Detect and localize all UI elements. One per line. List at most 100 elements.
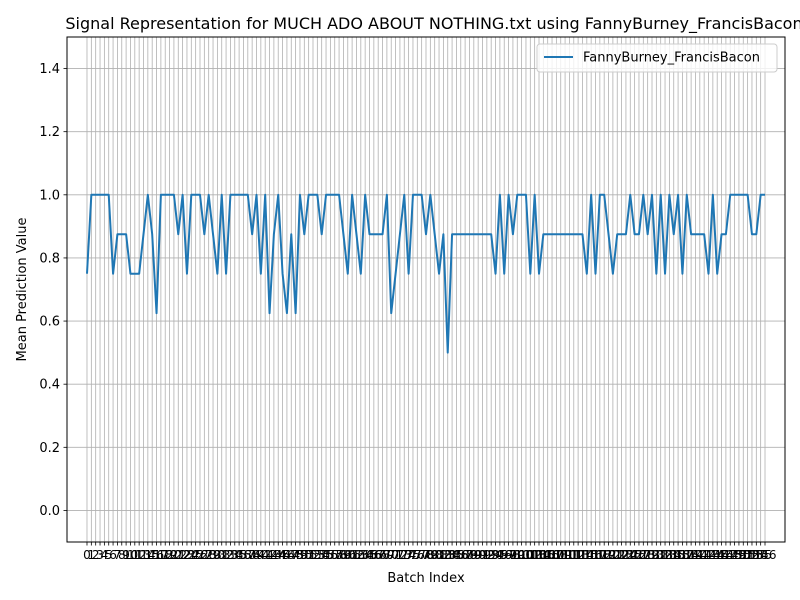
x-tick-label: 92 [479, 548, 494, 562]
x-grid [86, 37, 766, 542]
y-tick-label: 1.4 [39, 62, 60, 77]
x-tick-label: 57 [327, 548, 342, 562]
y-tick-label: 0.6 [39, 315, 60, 330]
series-layer [85, 193, 766, 354]
x-tick-label: 55 [318, 548, 333, 562]
x-tick-label: 78 [418, 548, 433, 562]
y-ticks: 0.0 0.2 0.4 0.6 0.8 1.0 1.2 1.4 [39, 62, 67, 519]
x-tick-label: 115 [575, 548, 598, 562]
x-tick-label: 47 [284, 548, 299, 562]
x-tick-label: 122 [606, 548, 629, 562]
x-tick-label: 67 [371, 548, 386, 562]
y-tick-label: 0.8 [39, 251, 60, 266]
x-tick-label: 48 [288, 548, 303, 562]
x-tick-label: 31 [214, 548, 229, 562]
x-tick-label: 42 [262, 548, 277, 562]
x-tick-label: 17 [153, 548, 168, 562]
x-tick-label: 145 [706, 548, 729, 562]
x-tick-label: 119 [593, 548, 616, 562]
x-tick-label: 125 [619, 548, 642, 562]
x-tick-label: 24 [184, 548, 199, 562]
x-tick-label: 141 [688, 548, 711, 562]
x-tick-label: 103 [523, 548, 546, 562]
x-tick-label: 117 [584, 548, 607, 562]
x-tick-label: 129 [636, 548, 659, 562]
x-tick-label: 156 [754, 548, 777, 562]
x-tick-label: 35 [231, 548, 246, 562]
x-tick-label: 32 [218, 548, 233, 562]
x-tick-label: 83 [440, 548, 455, 562]
x-tick-label: 44 [271, 548, 286, 562]
x-tick-label: 85 [449, 548, 464, 562]
x-tick-label: 16 [149, 548, 164, 562]
x-tick-label: 43 [266, 548, 281, 562]
x-tick-label: 128 [632, 548, 655, 562]
y-tick-label: 1.2 [39, 125, 60, 140]
x-tick-label: 64 [358, 548, 373, 562]
series-line [85, 193, 766, 354]
x-tick-label: 1 [88, 548, 96, 562]
legend-box [536, 43, 778, 73]
x-tick-label: 90 [471, 548, 486, 562]
x-tick-label: 95 [492, 548, 507, 562]
x-tick-label: 137 [671, 548, 694, 562]
x-tick-label: 81 [431, 548, 446, 562]
x-tick-label: 6 [109, 548, 117, 562]
x-tick-label: 46 [279, 548, 294, 562]
x-tick-label: 19 [162, 548, 177, 562]
x-tick-label: 144 [701, 548, 724, 562]
x-tick-label: 39 [249, 548, 264, 562]
x-tick-label: 121 [601, 548, 624, 562]
x-tick-label: 120 [597, 548, 620, 562]
x-tick-label: 134 [658, 548, 681, 562]
x-tick-label: 127 [628, 548, 651, 562]
y-tick-label: 0.2 [39, 441, 60, 456]
x-tick-label: 142 [693, 548, 716, 562]
x-tick-label: 114 [571, 548, 594, 562]
x-tick-label: 105 [532, 548, 555, 562]
x-tick-label: 94 [488, 548, 503, 562]
x-tick-label: 87 [457, 548, 472, 562]
x-tick-label: 33 [223, 548, 238, 562]
x-tick-label: 112 [562, 548, 585, 562]
x-tick-label: 59 [336, 548, 351, 562]
x-tick-label: 118 [588, 548, 611, 562]
x-tick-label: 70 [384, 548, 399, 562]
x-tick-label: 71 [388, 548, 403, 562]
x-axis-label: Batch Index [387, 571, 465, 586]
x-tick-label: 109 [549, 548, 572, 562]
x-tick-label: 25 [188, 548, 203, 562]
x-tick-label: 23 [179, 548, 194, 562]
x-tick-label: 116 [580, 548, 603, 562]
x-tick-label: 40 [253, 548, 268, 562]
x-tick-label: 5 [105, 548, 113, 562]
x-tick-label: 15 [145, 548, 160, 562]
y-tick-label: 1.0 [39, 188, 60, 203]
x-tick-label: 38 [245, 548, 260, 562]
x-tick-label: 113 [567, 548, 590, 562]
x-tick-label: 56 [323, 548, 338, 562]
x-tick-label: 30 [210, 548, 225, 562]
x-tick-label: 132 [649, 548, 672, 562]
x-tick-label: 110 [554, 548, 577, 562]
x-tick-label: 68 [375, 548, 390, 562]
x-tick-label: 126 [623, 548, 646, 562]
x-tick-label: 22 [175, 548, 190, 562]
x-tick-label: 133 [654, 548, 677, 562]
x-tick-label: 154 [745, 548, 768, 562]
x-tick-label: 65 [362, 548, 377, 562]
x-tick-label: 138 [675, 548, 698, 562]
x-tick-label: 99 [510, 548, 525, 562]
x-tick-label: 82 [436, 548, 451, 562]
x-tick-label: 76 [410, 548, 425, 562]
x-tick-label: 135 [662, 548, 685, 562]
legend-label: FannyBurney_FrancisBacon [583, 51, 760, 66]
x-tick-label: 58 [331, 548, 346, 562]
x-tick-label: 37 [240, 548, 255, 562]
x-tick-label: 62 [349, 548, 364, 562]
x-tick-label: 72 [392, 548, 407, 562]
y-tick-label: 0.0 [39, 504, 60, 519]
x-tick-label: 149 [723, 548, 746, 562]
x-tick-label: 50 [297, 548, 312, 562]
x-tick-label: 139 [680, 548, 703, 562]
